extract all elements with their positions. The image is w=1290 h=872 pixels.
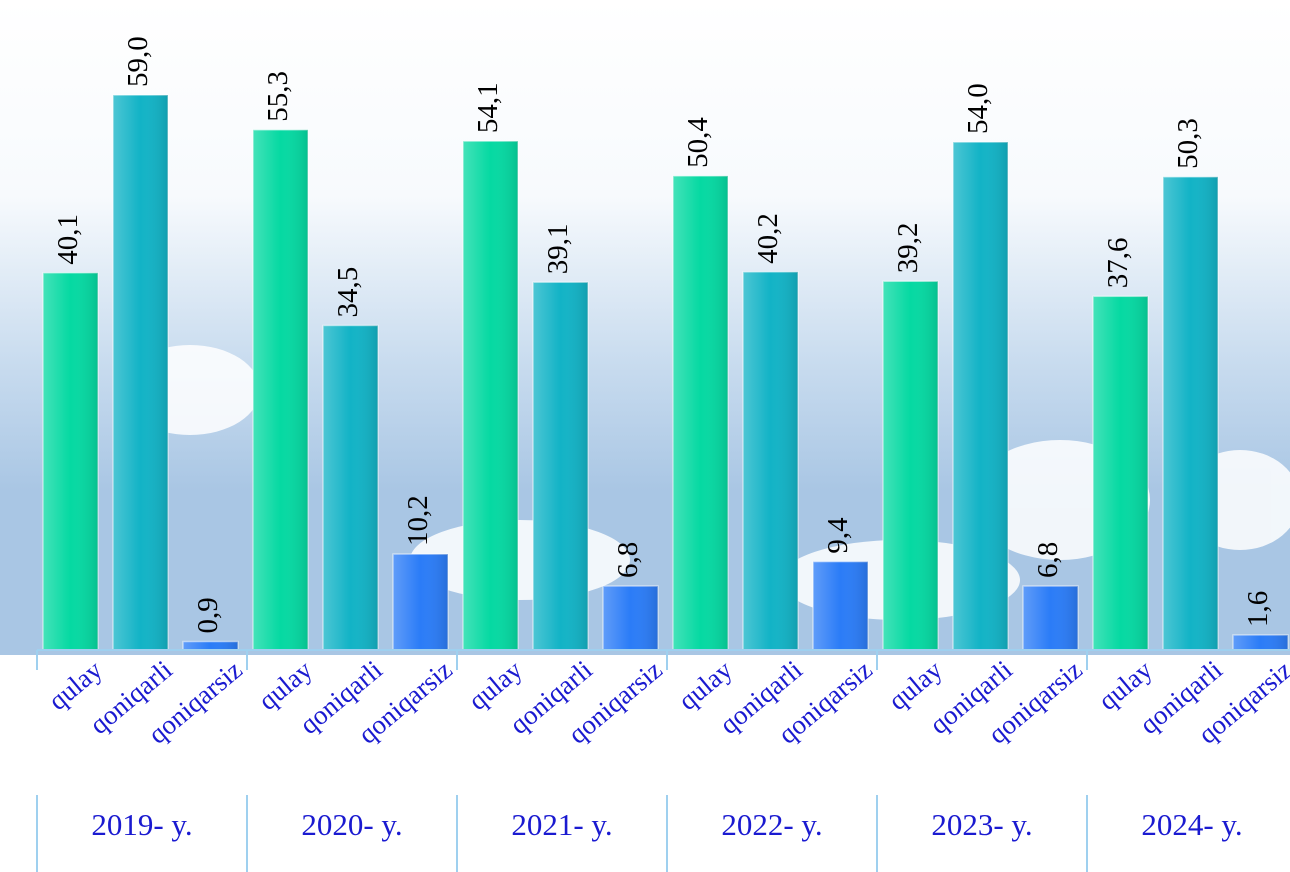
bar-shine xyxy=(113,95,168,650)
bar-shine xyxy=(463,141,518,651)
bar-shine xyxy=(1093,296,1148,650)
value-label: 10,2 xyxy=(402,495,434,546)
bar-shine xyxy=(1233,634,1288,650)
group-label: 2024- y. xyxy=(1141,807,1242,842)
value-label: 54,0 xyxy=(962,83,994,134)
bar-shine xyxy=(43,272,98,650)
value-label: 39,2 xyxy=(892,223,924,274)
group-label: 2019- y. xyxy=(91,807,192,842)
bar-shine xyxy=(183,641,238,650)
value-label: 34,5 xyxy=(332,267,364,318)
value-label: 40,1 xyxy=(52,214,84,265)
value-label: 50,3 xyxy=(1172,118,1204,169)
bar-shine xyxy=(603,586,658,650)
value-label: 6,8 xyxy=(1032,542,1064,578)
bar-shine xyxy=(1163,176,1218,650)
value-label: 39,1 xyxy=(542,223,574,274)
value-label: 50,4 xyxy=(682,117,714,168)
value-label: 40,2 xyxy=(752,213,784,264)
plot: 2019- y.40,1qulay59,0qoniqarli0,9qoniqar… xyxy=(36,36,1290,872)
bar-shine xyxy=(813,561,868,650)
bar-shine xyxy=(953,142,1008,650)
bar-shine xyxy=(393,554,448,650)
value-label: 37,6 xyxy=(1102,238,1134,289)
value-label: 9,4 xyxy=(822,517,854,554)
bar-shine xyxy=(673,175,728,650)
bar-shine xyxy=(743,271,798,650)
footer-bg xyxy=(0,655,1290,872)
bar-shine xyxy=(323,325,378,650)
value-label: 55,3 xyxy=(262,71,294,122)
bar-shine xyxy=(1023,586,1078,650)
bar-shine xyxy=(253,129,308,651)
value-label: 59,0 xyxy=(122,36,154,87)
value-label: 54,1 xyxy=(472,82,504,133)
value-label: 0,9 xyxy=(192,597,224,633)
value-label: 6,8 xyxy=(612,542,644,578)
group-label: 2020- y. xyxy=(301,807,402,842)
value-label: 1,6 xyxy=(1242,591,1274,627)
group-label: 2022- y. xyxy=(721,807,822,842)
group-label: 2023- y. xyxy=(931,807,1032,842)
bar-shine xyxy=(883,281,938,650)
bar-shine xyxy=(533,282,588,650)
group-label: 2021- y. xyxy=(511,807,612,842)
